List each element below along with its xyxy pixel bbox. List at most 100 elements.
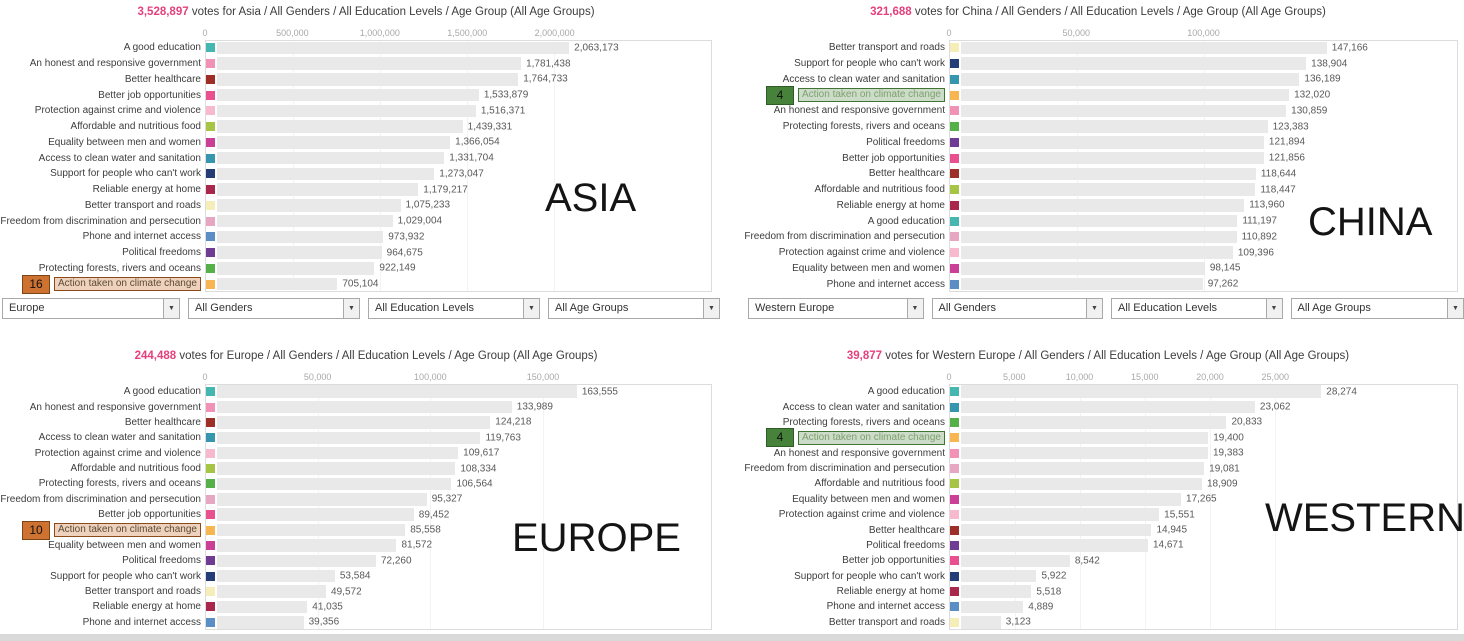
bar[interactable] xyxy=(961,508,1160,521)
bar[interactable] xyxy=(217,230,384,244)
bar-row[interactable]: Political freedoms 121,894 xyxy=(746,135,1458,151)
chevron-down-icon[interactable]: ▼ xyxy=(1265,299,1282,318)
bar-row[interactable]: Phone and internet access 973,932 xyxy=(2,229,712,245)
bar-row[interactable]: Better transport and roads 147,166 xyxy=(746,40,1458,56)
bar-row[interactable]: Support for people who can't work 53,584 xyxy=(2,569,712,584)
bar-row[interactable]: Better job opportunities 121,856 xyxy=(746,150,1458,166)
bar-row[interactable]: Affordable and nutritious food 118,447 xyxy=(746,182,1458,198)
bar-row[interactable]: Reliable energy at home 5,518 xyxy=(746,584,1458,599)
bar-row[interactable]: Phone and internet access 97,262 xyxy=(746,276,1458,292)
bar[interactable] xyxy=(217,199,401,212)
bar-row[interactable]: Access to clean water and sanitation 23,0… xyxy=(746,399,1458,414)
bar[interactable] xyxy=(961,73,1300,86)
age-select-right[interactable]: All Age Groups ▼ xyxy=(1290,298,1464,319)
bar[interactable] xyxy=(217,214,393,228)
bar-row[interactable]: Better healthcare 14,945 xyxy=(746,522,1458,537)
bar[interactable] xyxy=(217,120,463,133)
bar[interactable] xyxy=(961,416,1227,429)
bar-row[interactable]: Freedom from discrimination and persecut… xyxy=(0,213,712,229)
bar[interactable] xyxy=(961,569,1037,583)
bar-row[interactable]: Reliable energy at home 113,960 xyxy=(746,198,1458,214)
bar-row[interactable]: Better healthcare 118,644 xyxy=(746,166,1458,182)
bar-row[interactable]: Access to clean water and sanitation 1,33… xyxy=(2,150,712,166)
bar[interactable] xyxy=(961,446,1208,460)
bar-row[interactable]: A good education 2,063,173 xyxy=(2,40,712,56)
gender-select-left[interactable]: All Genders ▼ xyxy=(188,298,360,319)
bar-row[interactable]: 4 Action taken on climate change 132,020 xyxy=(746,85,1458,105)
bar-row[interactable]: 10 Action taken on climate change 85,558 xyxy=(2,520,712,540)
bar[interactable] xyxy=(961,246,1233,259)
region-select-right[interactable]: Western Europe ▼ xyxy=(748,298,924,319)
bar[interactable] xyxy=(217,585,327,598)
bar[interactable] xyxy=(217,136,451,149)
chevron-down-icon[interactable]: ▼ xyxy=(343,299,359,318)
bar[interactable] xyxy=(217,73,519,86)
bar-row[interactable]: An honest and responsive government 19,38… xyxy=(746,446,1458,461)
gender-select-right[interactable]: All Genders ▼ xyxy=(931,298,1103,319)
education-select-right[interactable]: All Education Levels ▼ xyxy=(1111,298,1283,319)
bar[interactable] xyxy=(961,400,1255,414)
bar-row[interactable]: An honest and responsive government 133,9… xyxy=(2,399,712,414)
bar-row[interactable]: Equality between men and women 81,572 xyxy=(2,538,712,553)
bar-row[interactable]: Political freedoms 964,675 xyxy=(2,245,712,261)
bar[interactable] xyxy=(961,183,1256,196)
bar[interactable] xyxy=(961,136,1264,149)
bar-row[interactable]: Protection against crime and violence 109… xyxy=(2,446,712,461)
bar[interactable] xyxy=(961,523,1152,537)
bar[interactable] xyxy=(217,41,570,55)
bar[interactable] xyxy=(217,600,308,614)
bar-row[interactable]: Protecting forests, rivers and oceans 20,… xyxy=(746,415,1458,430)
bar[interactable] xyxy=(217,262,375,275)
bar[interactable] xyxy=(217,277,338,291)
bar-row[interactable]: Political freedoms 72,260 xyxy=(2,553,712,568)
bar[interactable] xyxy=(217,616,304,629)
bar[interactable] xyxy=(961,104,1287,118)
bar[interactable] xyxy=(217,246,382,259)
bar[interactable] xyxy=(961,554,1070,568)
age-select-left[interactable]: All Age Groups ▼ xyxy=(548,298,720,319)
chevron-down-icon[interactable]: ▼ xyxy=(163,299,179,318)
bar-row[interactable]: Reliable energy at home 1,179,217 xyxy=(2,182,712,198)
bar-row[interactable]: A good education 28,274 xyxy=(746,384,1458,399)
bar-row[interactable]: 16 Action taken on climate change 705,104 xyxy=(2,274,712,294)
bar[interactable] xyxy=(961,585,1032,598)
education-select-left[interactable]: All Education Levels ▼ xyxy=(368,298,540,319)
bar-row[interactable]: Support for people who can't work 138,904 xyxy=(746,56,1458,72)
bar[interactable] xyxy=(961,214,1238,228)
bar[interactable] xyxy=(961,230,1237,244)
bar-row[interactable]: Affordable and nutritious food 18,909 xyxy=(746,476,1458,491)
bottom-scrollbar[interactable] xyxy=(0,634,1464,641)
bar[interactable] xyxy=(217,183,419,196)
bar-row[interactable]: 4 Action taken on climate change 19,400 xyxy=(746,428,1458,448)
bar-row[interactable]: Better healthcare 1,764,733 xyxy=(2,72,712,88)
bar-row[interactable]: Affordable and nutritious food 1,439,331 xyxy=(2,119,712,135)
bar-row[interactable]: Support for people who can't work 5,922 xyxy=(746,569,1458,584)
bar-row[interactable]: Better transport and roads 3,123 xyxy=(746,615,1458,630)
bar[interactable] xyxy=(217,446,459,460)
bar[interactable] xyxy=(961,262,1205,275)
bar[interactable] xyxy=(961,462,1205,475)
bar-row[interactable]: Access to clean water and sanitation 136,… xyxy=(746,72,1458,88)
bar-row[interactable]: Protecting forests, rivers and oceans 123… xyxy=(746,119,1458,135)
bar-row[interactable]: Reliable energy at home 41,035 xyxy=(2,599,712,614)
bar-row[interactable]: A good education 163,555 xyxy=(2,384,712,399)
bar-row[interactable]: Political freedoms 14,671 xyxy=(746,538,1458,553)
bar-row[interactable]: Better job opportunities 89,452 xyxy=(2,507,712,522)
bar-row[interactable]: Phone and internet access 39,356 xyxy=(2,615,712,630)
bar[interactable] xyxy=(217,167,435,181)
bar[interactable] xyxy=(217,385,577,398)
bar[interactable] xyxy=(961,167,1256,181)
bar[interactable] xyxy=(961,477,1202,491)
bar[interactable] xyxy=(217,462,456,475)
bar[interactable] xyxy=(961,199,1245,212)
bar-row[interactable]: Affordable and nutritious food 108,334 xyxy=(2,461,712,476)
bar-row[interactable]: Equality between men and women 98,145 xyxy=(746,261,1458,277)
bar-row[interactable]: Protection against crime and violence 109… xyxy=(746,245,1458,261)
region-select-left[interactable]: Europe ▼ xyxy=(2,298,180,319)
bar[interactable] xyxy=(217,431,481,445)
bar[interactable] xyxy=(217,569,335,583)
bar-row[interactable]: Equality between men and women 1,366,054 xyxy=(2,135,712,151)
bar[interactable] xyxy=(961,41,1327,55)
bar[interactable] xyxy=(217,539,397,552)
bar[interactable] xyxy=(217,88,479,102)
